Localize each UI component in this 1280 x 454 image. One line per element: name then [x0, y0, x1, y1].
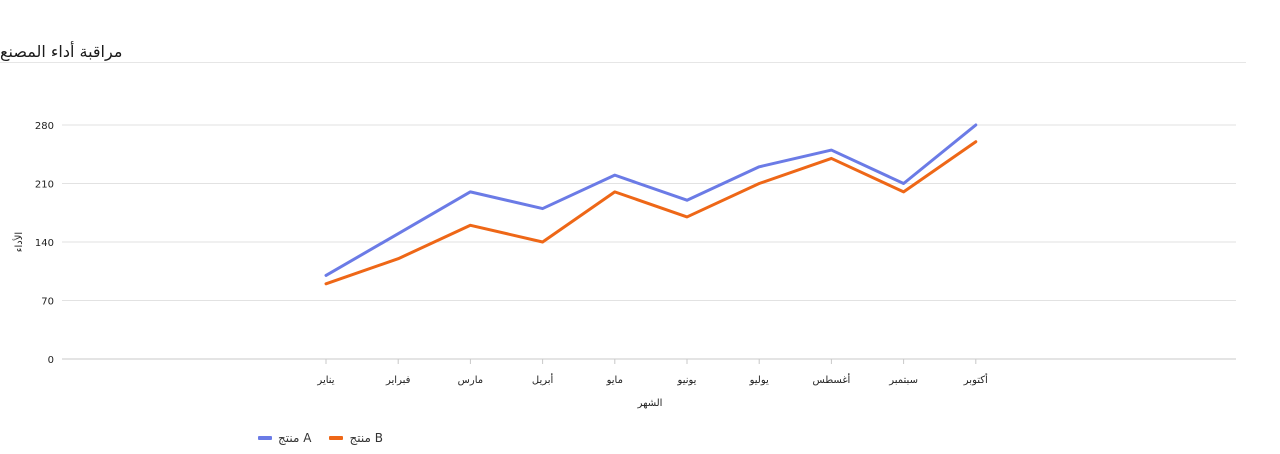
x-tick-label: يونيو [677, 375, 697, 386]
legend-item-b[interactable]: منتج B [329, 431, 383, 445]
x-tick-label: أكتوبر [963, 373, 988, 386]
x-tick-label: أغسطس [812, 373, 850, 386]
y-tick-label: 140 [35, 238, 54, 249]
legend-item-a[interactable]: منتج A [258, 431, 311, 445]
x-tick-label: يناير [316, 375, 334, 386]
series-lines [324, 123, 978, 286]
legend-label-b: منتج B [349, 431, 383, 445]
x-tick-label: فبراير [385, 375, 411, 386]
x-axis-ticks: يناير فبراير مارس أبريل مايو يونيو يوليو أغسطس س… [316, 359, 988, 386]
series-line-b[interactable] [324, 140, 978, 286]
y-axis-ticks: 0 70 140 210 280 [35, 121, 54, 366]
y-tick-label: 210 [35, 180, 54, 191]
chart-title: مراقبة أداء المصنع [0, 42, 123, 61]
y-tick-label: 70 [41, 297, 54, 308]
y-tick-label: 280 [35, 121, 54, 132]
legend-swatch-b [329, 436, 344, 440]
x-axis-label: الشهر [637, 398, 663, 409]
x-tick-label: مارس [458, 375, 483, 386]
x-tick-label: أبريل [532, 373, 554, 386]
x-tick-label: يوليو [749, 375, 769, 386]
y-tick-label: 0 [48, 355, 54, 366]
legend-label-a: منتج A [278, 431, 312, 445]
legend-swatch-a [258, 436, 272, 440]
title-divider [0, 62, 1246, 63]
y-axis-label: الأداء [12, 232, 25, 252]
x-tick-label: مايو [606, 375, 623, 386]
legend: منتج A منتج B [258, 431, 383, 445]
series-line-a[interactable] [324, 123, 978, 277]
gridlines [62, 124, 1236, 360]
x-tick-label: سبتمبر [888, 375, 918, 386]
